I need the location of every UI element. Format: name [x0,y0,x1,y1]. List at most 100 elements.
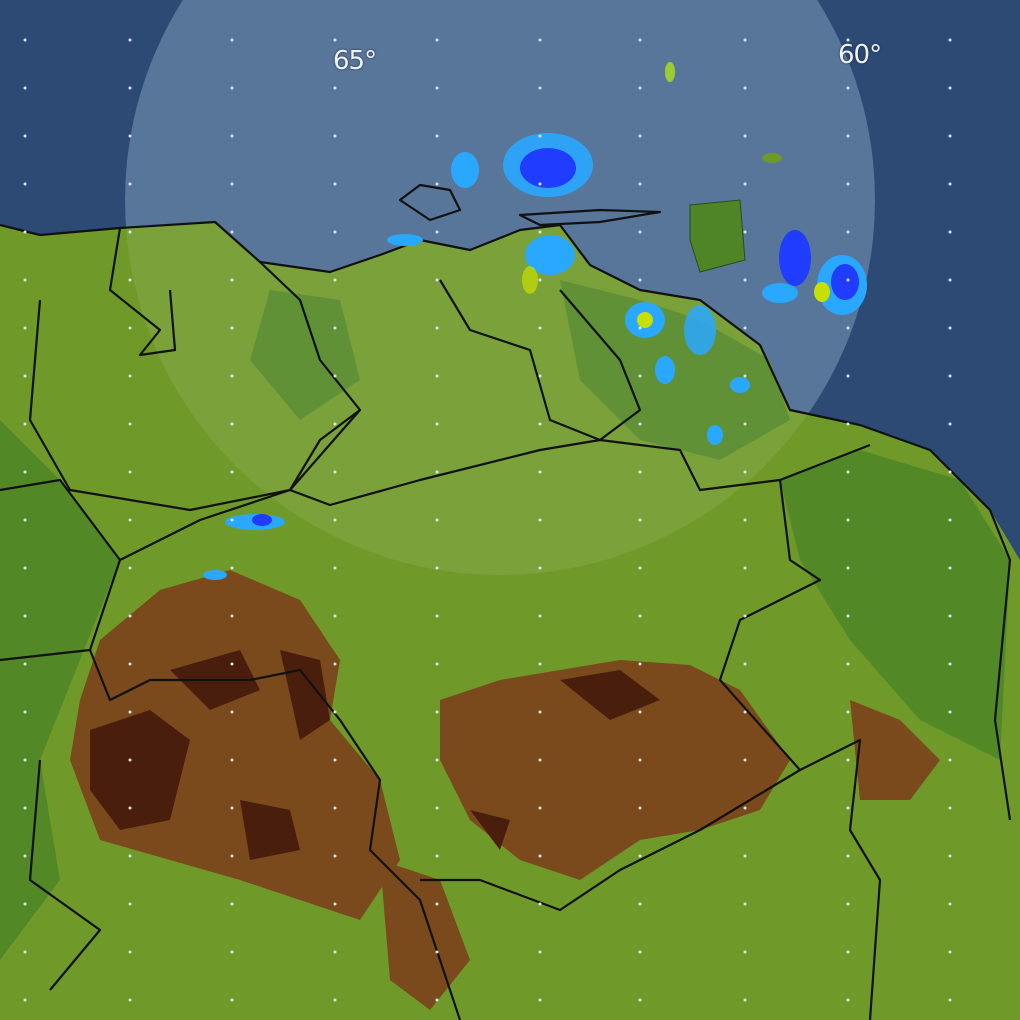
grid-dot [846,374,850,378]
grid-dot [333,278,337,282]
grid-dot [435,758,439,762]
grid-dot [333,662,337,666]
grid-dot [638,422,642,426]
grid-dot [128,902,132,906]
grid-dot [743,758,747,762]
grid-dot [538,134,542,138]
grid-dot [435,566,439,570]
grid-dot [743,662,747,666]
grid-dot [23,806,27,810]
grid-dot [538,182,542,186]
grid-dot [230,86,234,90]
grid-dot [743,998,747,1002]
grid-dot [638,230,642,234]
grid-dot [435,662,439,666]
grid-dot [333,854,337,858]
grid-dot [743,278,747,282]
grid-dot [128,758,132,762]
grid-dot [435,518,439,522]
grid-dot [128,230,132,234]
grid-dot [435,86,439,90]
grid-dot [333,422,337,426]
grid-dot [948,86,952,90]
peaks [90,650,660,860]
grid-dot [23,182,27,186]
grid-dot [128,38,132,42]
grid-dot [230,134,234,138]
grid-dot [948,902,952,906]
grid-dot [948,758,952,762]
grid-dot [230,278,234,282]
grid-dot [538,566,542,570]
grid-dot [948,134,952,138]
grid-dot [333,902,337,906]
grid-dot [435,374,439,378]
grid-dot [846,326,850,330]
grid-dot [128,710,132,714]
grid-dot [435,182,439,186]
grid-dot [846,614,850,618]
grid-dot [948,326,952,330]
grid-dot [128,470,132,474]
grid-dot [435,806,439,810]
grid-dot [948,710,952,714]
grid-dot [638,662,642,666]
grid-dot [23,518,27,522]
grid-dot [23,134,27,138]
grid-dot [230,950,234,954]
grid-dot [23,470,27,474]
grid-dot [230,230,234,234]
grid-dot [846,86,850,90]
grid-dot [948,806,952,810]
grid-dot [23,566,27,570]
grid-dot [538,38,542,42]
grid-dot [743,614,747,618]
grid-dot [435,38,439,42]
grid-dot [846,950,850,954]
grid-dot [333,806,337,810]
grid-dot [333,182,337,186]
state-borders [0,183,1012,1020]
grid-dot [435,326,439,330]
grid-dot [23,230,27,234]
grid-dot [538,710,542,714]
grid-dot [23,902,27,906]
grid-dot [23,86,27,90]
grid-dot [538,230,542,234]
grid-dot [23,614,27,618]
grid-dot [230,326,234,330]
grid-dot [230,854,234,858]
grid-dot [638,278,642,282]
grid-dot [128,374,132,378]
grid-dot [128,950,132,954]
lat-lon-grid-dots [23,38,952,1002]
grid-dot [538,662,542,666]
grid-dot [333,998,337,1002]
grid-dot [538,518,542,522]
grid-dot [230,662,234,666]
grid-dot [948,374,952,378]
grid-dot [23,422,27,426]
grid-dot [230,902,234,906]
grid-dot [846,422,850,426]
grid-dot [333,38,337,42]
grid-dot [538,422,542,426]
grid-dot [538,950,542,954]
grid-dot [333,566,337,570]
grid-dot [333,710,337,714]
grid-dot [435,134,439,138]
grid-dot [435,950,439,954]
grid-dot [538,758,542,762]
grid-dot [638,614,642,618]
grid-dot [538,278,542,282]
grid-dot [948,518,952,522]
grid-dot [638,374,642,378]
grid-dot [333,86,337,90]
grid-dot [743,470,747,474]
grid-dot [743,950,747,954]
grid-dot [435,470,439,474]
grid-dot [638,86,642,90]
longitude-label-65: 65° [333,46,377,76]
grid-dot [435,998,439,1002]
